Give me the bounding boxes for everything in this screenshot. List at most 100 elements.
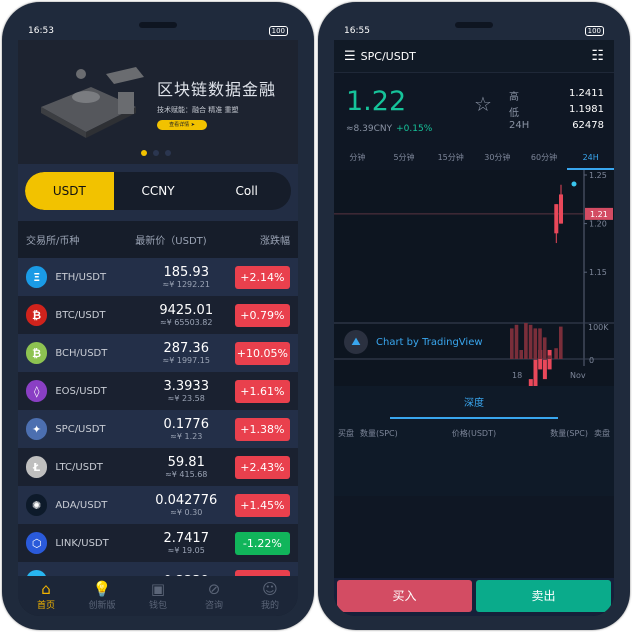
market-row[interactable]: ₿ BTC/USDT 9425.01 ≈¥ 65503.82 +0.79% <box>18 296 298 334</box>
nav-item[interactable]: ▣ 钱包 <box>130 576 186 616</box>
timeframe-tab[interactable]: 5分钟 <box>393 153 415 162</box>
nav-icon: ▣ <box>150 580 166 598</box>
timeframe-tab[interactable]: 30分钟 <box>484 153 511 162</box>
candle-body <box>538 349 543 370</box>
col-price: 价格(USDT) <box>451 429 497 438</box>
change-badge[interactable]: +2.14% <box>234 265 290 289</box>
timeframe-tab[interactable]: 60分钟 <box>530 153 558 162</box>
cny-value: ≈8.39CNY <box>346 124 393 134</box>
change-badge[interactable]: +1.61% <box>234 379 290 403</box>
status-bar: 16:53 100 <box>28 24 288 38</box>
pair-title[interactable]: SPC/USDT <box>360 49 416 63</box>
nav-label: 我的 <box>260 601 279 611</box>
candle-body <box>559 194 563 224</box>
market-row[interactable]: ✺ ADA/USDT 0.042776 ≈¥ 0.30 +1.45% <box>18 486 298 524</box>
pair-name: ETH/USDT <box>55 271 107 283</box>
banner[interactable]: 区块链数据金融 技术赋能：融合 精准 重塑 查看详情 ➤ <box>18 40 298 164</box>
tradingview-badge[interactable]: ⛰ Chart by TradingView <box>344 330 483 354</box>
timeframe-tab[interactable]: 24H <box>567 146 614 170</box>
price-cell: 9425.01 ≈¥ 65503.82 <box>138 303 235 327</box>
nav-item[interactable]: ☺ 我的 <box>242 576 298 616</box>
price-cell: 185.93 ≈¥ 1292.21 <box>138 265 235 289</box>
tab-ccny[interactable]: CCNY <box>141 184 175 198</box>
price-cny: ≈¥ 19.05 <box>167 546 205 555</box>
price-cny: ≈¥ 1997.15 <box>162 356 210 365</box>
volume-bar <box>554 348 558 359</box>
carousel-dot[interactable] <box>153 150 159 156</box>
col-asks: 卖盘 <box>593 429 610 438</box>
change-badge[interactable]: +1.45% <box>234 493 290 517</box>
timeframe-tab[interactable]: 分钟 <box>349 153 366 162</box>
nav-item[interactable]: ⊘ 咨询 <box>186 576 242 616</box>
tab-usdt[interactable]: USDT <box>25 172 114 210</box>
timeframe-tab[interactable]: 15分钟 <box>437 153 464 162</box>
favorite-star-icon[interactable]: ☆ <box>474 92 492 116</box>
change-badge[interactable]: +10.05% <box>234 341 290 365</box>
last-price-tag <box>585 207 613 220</box>
coin-icon: ₿ <box>26 304 48 326</box>
coin-icon: Ξ <box>26 266 48 288</box>
last-price-label: 1.21 <box>590 210 608 219</box>
tab-coll[interactable]: Coll <box>235 184 258 198</box>
quote-currency-tabs: USDT CCNY Coll <box>18 164 298 221</box>
timeframe-tabs: 分钟 5分钟 15分钟 30分钟 60分钟 24H <box>334 146 614 170</box>
market-row[interactable]: ⬡ LINK/USDT 2.7417 ≈¥ 19.05 -1.22% <box>18 524 298 562</box>
tradingview-label: Chart by TradingView <box>376 336 483 348</box>
list-icon[interactable]: ☷ <box>591 48 604 64</box>
candle-body <box>547 349 552 370</box>
tab-depth[interactable]: 深度 <box>390 394 558 419</box>
change-badge[interactable]: +2.43% <box>234 455 290 479</box>
market-row[interactable]: ◊ EOS/USDT 3.3933 ≈¥ 23.58 +1.61% <box>18 372 298 410</box>
trade-screen: ☰ SPC/USDT ☷ 1.22 ≈8.39CNY +0.15% ☆ 高 1.24… <box>334 40 614 616</box>
col-pair: 交易所/币种 <box>26 236 80 247</box>
carousel-dot[interactable] <box>165 150 171 156</box>
stat-value: 1.1981 <box>569 104 604 115</box>
volume-bar <box>510 328 514 359</box>
market-row[interactable]: Ξ ETH/USDT 185.93 ≈¥ 1292.21 +2.14% <box>18 258 298 296</box>
volume-bar <box>524 323 528 359</box>
depth-header: 买盘 数量(SPC) 价格(USDT) 数量(SPC) 卖盘 <box>338 428 610 439</box>
price: 0.042776 <box>155 493 218 508</box>
candle-body <box>542 359 547 380</box>
coin-icon: ✺ <box>26 494 48 516</box>
price-cny: ≈8.39CNY +0.15% <box>346 124 432 134</box>
col-price: 最新价（USDT) <box>135 236 207 247</box>
nav-item[interactable]: 💡 创新版 <box>74 576 130 616</box>
sell-button[interactable]: 卖出 <box>476 580 611 612</box>
change-badge[interactable]: -1.22% <box>234 531 290 555</box>
col-ask-qty: 数量(SPC) <box>550 429 588 438</box>
volume-bar <box>547 355 552 359</box>
volume-bar <box>542 337 547 359</box>
nav-item[interactable]: ⌂ 首页 <box>18 576 74 616</box>
y-tick-label: 1.20 <box>589 220 607 229</box>
price-cny: ≈¥ 23.58 <box>167 394 205 403</box>
market-row[interactable]: Ł LTC/USDT 59.81 ≈¥ 415.68 +2.43% <box>18 448 298 486</box>
pair-name: ADA/USDT <box>55 499 108 511</box>
live-dot <box>571 181 577 187</box>
change-percent: +0.15% <box>396 124 433 134</box>
depth-panel: 深度 买盘 数量(SPC) 价格(USDT) 数量(SPC) 卖盘 <box>334 386 614 496</box>
change-badge[interactable]: +0.79% <box>234 303 290 327</box>
price-cell: 59.81 ≈¥ 415.68 <box>138 455 235 479</box>
stat-value: 62478 <box>572 120 604 131</box>
change-badge[interactable]: +1.38% <box>234 417 290 441</box>
volume-tick-label: 100K <box>588 323 609 332</box>
status-time: 16:53 <box>28 26 54 36</box>
battery-icon: 100 <box>584 26 604 36</box>
market-row[interactable]: ✦ SPC/USDT 0.1776 ≈¥ 1.23 +1.38% <box>18 410 298 448</box>
buy-button[interactable]: 买入 <box>337 580 472 612</box>
market-table-header: 交易所/币种 最新价（USDT) 涨跌幅 <box>18 221 298 258</box>
stat-high: 高 1.2411 <box>509 88 604 104</box>
trade-buttons: 买入 卖出 <box>334 578 614 616</box>
carousel-dots[interactable] <box>141 150 171 156</box>
y-tick-label: 1.25 <box>589 171 607 180</box>
banner-details-button[interactable]: 查看详情 ➤ <box>157 120 207 130</box>
nav-icon: ⊘ <box>207 580 221 598</box>
menu-icon[interactable]: ☰ <box>344 48 356 64</box>
speaker <box>139 22 177 28</box>
col-bid-qty: 数量(SPC) <box>360 429 398 438</box>
market-row[interactable]: ₿ BCH/USDT 287.36 ≈¥ 1997.15 +10.05% <box>18 334 298 372</box>
carousel-dot[interactable] <box>141 150 147 156</box>
tradingview-logo-icon: ⛰ <box>344 330 368 354</box>
volume-bar <box>514 324 519 359</box>
